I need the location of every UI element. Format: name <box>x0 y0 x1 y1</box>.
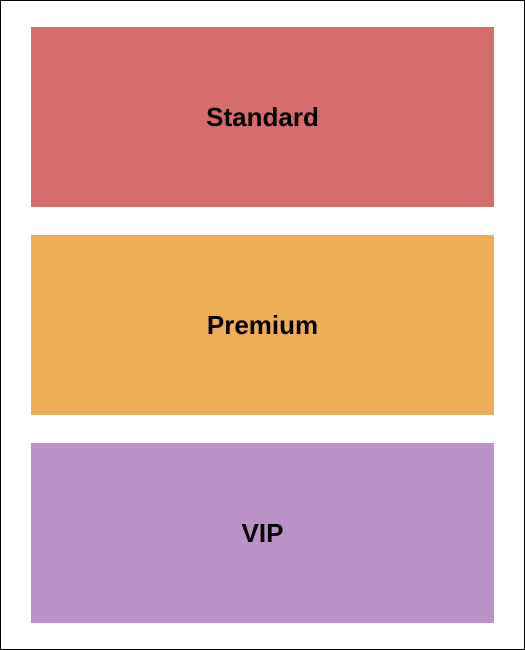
section-label-premium: Premium <box>207 310 318 341</box>
seating-diagram: Standard Premium VIP <box>0 0 525 650</box>
section-premium: Premium <box>31 235 494 415</box>
section-label-vip: VIP <box>242 518 284 549</box>
section-label-standard: Standard <box>206 102 319 133</box>
section-standard: Standard <box>31 27 494 207</box>
section-vip: VIP <box>31 443 494 623</box>
